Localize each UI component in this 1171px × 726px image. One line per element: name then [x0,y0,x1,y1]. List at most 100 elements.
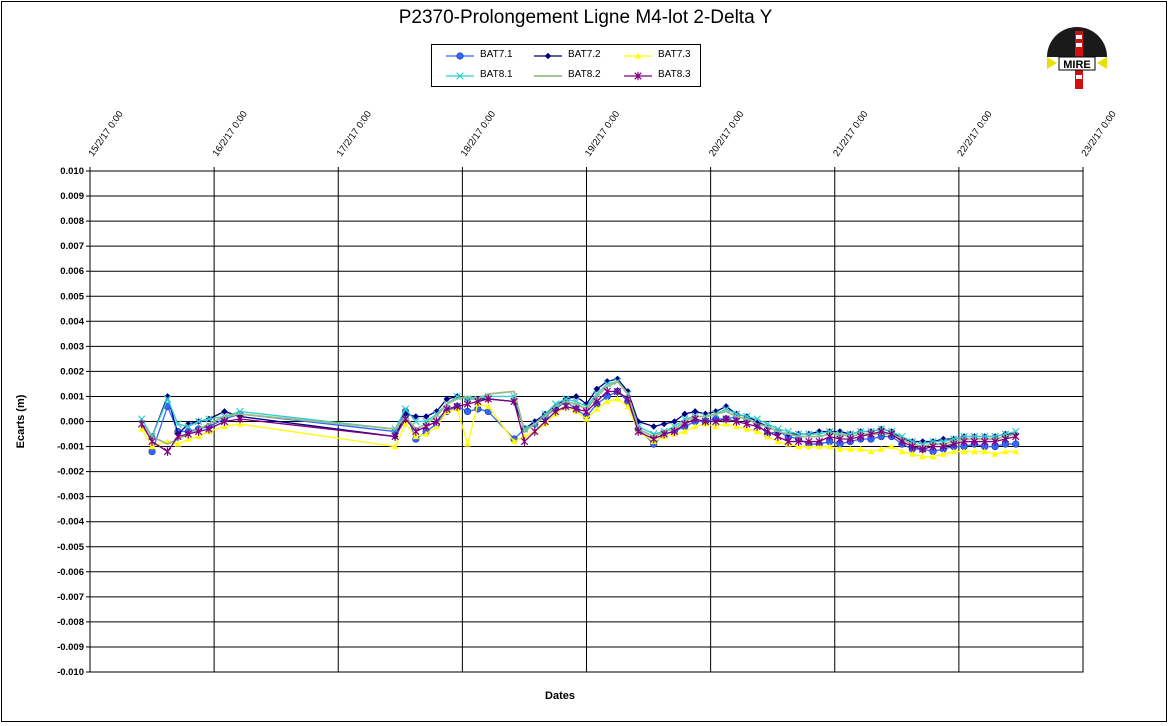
data-point-BAT8.3 [613,387,622,396]
data-point-BAT8.3 [763,427,772,436]
data-point-BAT8.3 [148,437,156,446]
y-tick-label: -0.010 [57,667,84,678]
data-point-BAT7.1 [148,447,156,456]
x-tick-label: 20/2/17 0:00 [707,109,746,159]
x-tick-label: 23/2/17 0:00 [1079,109,1118,159]
data-point-BAT7.3 [691,423,699,430]
legend-swatch [624,71,652,81]
data-point-BAT8.1 [184,422,192,431]
x-tick-label: 22/2/17 0:00 [955,109,994,159]
data-point-BAT8.3 [412,427,420,436]
data-point-BAT7.3 [603,398,611,405]
data-point-BAT7.1 [1012,440,1020,448]
data-point-BAT8.3 [174,432,182,441]
data-point-BAT7.3 [510,438,518,445]
data-point-BAT7.3 [624,403,632,410]
data-point-BAT8.3 [531,427,539,436]
data-point-BAT8.1 [753,415,761,423]
data-point-BAT8.3 [593,397,601,406]
y-tick-label: -0.009 [57,642,84,653]
data-point-BAT7.2 [603,378,611,385]
data-point-BAT7.3 [1012,448,1020,455]
data-point-BAT8.1 [163,395,172,403]
data-point-BAT8.3 [520,437,529,446]
data-point-BAT7.2 [940,435,947,443]
data-point-BAT7.2 [712,408,720,415]
data-point-BAT8.3 [572,404,580,414]
y-tick-label: 0.001 [60,391,84,402]
data-point-BAT8.3 [1012,432,1020,441]
data-point-BAT7.2 [221,408,228,415]
data-point-BAT8.3 [939,442,948,451]
legend-swatch [446,52,474,60]
data-point-BAT8.1 [174,420,182,428]
legend-swatch [624,52,652,59]
data-point-BAT8.3 [1001,434,1010,444]
data-point-BAT7.3 [950,448,958,455]
data-point-BAT8.3 [805,437,813,446]
data-point-BAT8.3 [908,442,917,451]
y-tick-label: 0.003 [60,341,84,352]
data-point-BAT8.3 [474,397,482,406]
x-tick-label: 21/2/17 0:00 [831,109,870,159]
data-point-BAT8.1 [432,410,441,418]
data-point-BAT8.3 [541,417,549,426]
data-point-BAT7.3 [174,440,182,447]
x-tick-label: 17/2/17 0:00 [335,109,374,159]
data-point-BAT7.2 [614,375,621,383]
legend-item-BAT7.1: BAT7.1 [442,47,570,65]
data-point-BAT7.3 [138,425,146,432]
data-point-BAT7.3 [898,448,906,455]
data-point-BAT8.3 [220,417,229,426]
data-point-BAT7.3 [221,423,228,430]
data-point-BAT7.2 [443,395,451,403]
x-axis-label: Dates [545,690,575,702]
data-point-BAT7.2 [583,400,590,408]
data-point-BAT7.2 [671,418,678,425]
data-point-BAT8.3 [650,434,658,444]
data-point-BAT8.3 [634,427,642,436]
data-point-BAT8.3 [432,417,441,426]
data-point-BAT7.3 [195,433,202,440]
y-tick-label: 0.006 [60,266,84,277]
data-point-BAT8.1 [412,417,420,426]
data-point-BAT8.3 [484,394,492,404]
data-point-BAT7.3 [919,453,926,460]
data-point-BAT8.3 [815,437,823,446]
x-tick-label: 15/2/17 0:00 [86,109,125,159]
legend-marker [456,52,464,60]
data-point-BAT8.1 [401,405,410,413]
data-point-BAT8.3 [949,439,958,449]
data-point-BAT7.2 [836,428,844,435]
data-point-BAT8.3 [856,432,865,441]
data-point-BAT7.2 [702,410,709,418]
y-tick-label: -0.007 [57,592,84,603]
data-point-BAT7.3 [593,405,601,412]
data-point-BAT8.3 [743,419,751,429]
data-point-BAT8.1 [541,410,549,418]
data-point-BAT7.3 [971,448,978,455]
y-tick-label: 0.009 [60,191,84,202]
series-line-BAT8.2 [141,380,1016,448]
y-tick-label: 0.007 [60,241,84,252]
x-tick-label: 16/2/17 0:00 [211,109,250,159]
data-point-BAT7.3 [815,443,823,450]
data-point-BAT8.3 [887,429,896,439]
y-tick-label: -0.004 [57,517,85,528]
legend-item-BAT8.1: BAT8.1 [442,67,570,85]
data-point-BAT7.3 [433,423,440,430]
legend-item-BAT8.2: BAT8.2 [530,67,658,85]
data-point-BAT7.3 [148,443,156,450]
legend-item-BAT7.3: BAT7.3 [620,47,748,65]
y-tick-label: 0.000 [60,417,84,428]
data-point-BAT8.3 [624,394,632,404]
data-point-BAT8.3 [991,437,999,446]
data-point-BAT7.3 [857,445,864,452]
data-point-BAT7.2 [660,420,668,428]
data-point-BAT7.3 [184,435,192,442]
data-point-BAT8.3 [660,429,668,439]
data-point-BAT7.2 [919,438,926,445]
series-BAT8.3 [137,387,1020,456]
data-point-BAT8.3 [401,414,410,424]
data-point-BAT7.3 [764,433,771,440]
